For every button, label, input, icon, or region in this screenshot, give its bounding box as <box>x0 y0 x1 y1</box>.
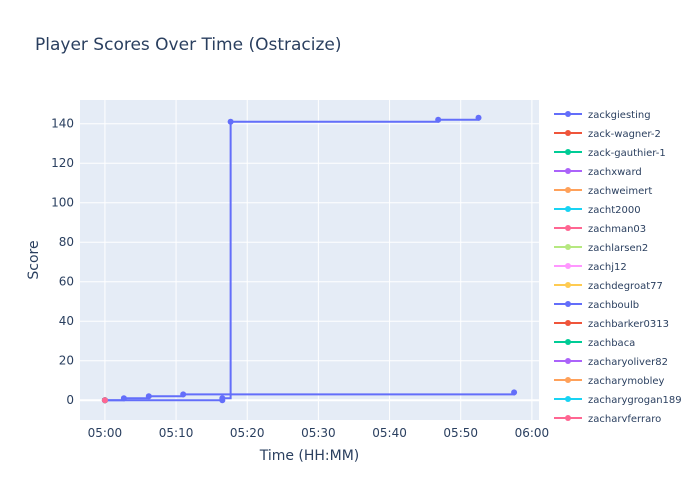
legend-item[interactable]: zacharymobley <box>554 376 665 387</box>
legend-item[interactable]: zachbarker0313 <box>554 319 669 330</box>
legend-marker <box>565 377 571 383</box>
y-axis-title: Score <box>26 240 42 279</box>
series-zacharyferraro <box>101 397 108 404</box>
legend-label: zachman03 <box>588 224 646 235</box>
legend-label: zacharygrogan189 <box>588 395 682 406</box>
legend-label: zachj12 <box>588 262 627 273</box>
legend-label: zacharymobley <box>588 376 665 387</box>
data-point[interactable] <box>511 389 518 396</box>
legend-marker <box>565 111 571 117</box>
data-point[interactable] <box>475 114 482 121</box>
data-point[interactable] <box>219 395 226 402</box>
legend-item[interactable]: zacharyferraro <box>554 414 661 425</box>
x-tick-label: 05:30 <box>301 426 336 440</box>
legend-label: zachbaca <box>588 338 635 349</box>
legend-label: zack-wagner-2 <box>588 129 661 140</box>
plot-area <box>80 100 539 420</box>
x-tick-label: 05:20 <box>230 426 265 440</box>
legend-label: zachdegroat77 <box>588 281 663 292</box>
y-tick-label: 100 <box>51 196 74 210</box>
chart-title: Player Scores Over Time (Ostracize) <box>35 35 342 55</box>
data-point[interactable] <box>101 397 108 404</box>
legend-item[interactable]: zacharyoliver82 <box>554 357 668 368</box>
legend-marker <box>565 168 571 174</box>
legend-item[interactable]: zachboulb <box>554 300 639 311</box>
x-tick-label: 05:50 <box>443 426 478 440</box>
x-tick-label: 05:10 <box>159 426 194 440</box>
data-point[interactable] <box>227 118 234 125</box>
legend-label: zachxward <box>588 167 642 178</box>
legend-item[interactable]: zacharygrogan189 <box>554 395 682 406</box>
legend-marker <box>565 187 571 193</box>
legend-marker <box>565 282 571 288</box>
legend-marker <box>565 225 571 231</box>
grid-lines <box>80 100 539 420</box>
legend-item[interactable]: zachdegroat77 <box>554 281 663 292</box>
x-tick-label: 05:40 <box>372 426 407 440</box>
x-axis-ticks: 05:00 05:10 05:20 05:30 05:40 05:50 06:00 <box>88 426 550 440</box>
legend-item[interactable]: zachj12 <box>554 262 627 273</box>
legend-item[interactable]: zachweimert <box>554 186 652 197</box>
legend-label: zack-gauthier-1 <box>588 148 666 159</box>
legend-label: zacharyferraro <box>588 414 661 425</box>
legend-item[interactable]: zack-wagner-2 <box>554 129 661 140</box>
data-point[interactable] <box>435 116 442 123</box>
series-zackgiesting <box>101 114 482 404</box>
legend-marker <box>565 149 571 155</box>
data-point[interactable] <box>120 395 127 402</box>
data-point[interactable] <box>145 393 152 400</box>
legend-item[interactable]: zachlarsen2 <box>554 243 648 254</box>
legend-marker <box>565 339 571 345</box>
legend-item[interactable]: zachbaca <box>554 338 635 349</box>
legend[interactable]: zackgiesting zack-wagner-2 zack-gauthier-1… <box>554 110 682 425</box>
legend-marker <box>565 396 571 402</box>
legend-marker <box>565 130 571 136</box>
y-tick-label: 20 <box>59 354 74 368</box>
y-tick-label: 40 <box>59 314 74 328</box>
legend-marker <box>565 244 571 250</box>
legend-marker <box>565 358 571 364</box>
y-axis-ticks: 0 20 40 60 80 100 120 140 <box>51 117 74 408</box>
legend-marker <box>565 301 571 307</box>
legend-item[interactable]: zackgiesting <box>554 110 651 121</box>
legend-label: zacht2000 <box>588 205 641 216</box>
legend-label: zachbarker0313 <box>588 319 669 330</box>
legend-item[interactable]: zack-gauthier-1 <box>554 148 666 159</box>
x-axis-title: Time (HH:MM) <box>259 448 360 464</box>
legend-label: zacharyoliver82 <box>588 357 668 368</box>
legend-label: zachboulb <box>588 300 639 311</box>
data-point[interactable] <box>180 391 187 398</box>
legend-item[interactable]: zacht2000 <box>554 205 641 216</box>
legend-item[interactable]: zachxward <box>554 167 642 178</box>
x-tick-label: 06:00 <box>515 426 550 440</box>
y-tick-label: 0 <box>66 393 74 407</box>
legend-marker <box>565 263 571 269</box>
legend-marker <box>565 206 571 212</box>
legend-marker <box>565 415 571 421</box>
legend-item[interactable]: zachman03 <box>554 224 646 235</box>
legend-label: zackgiesting <box>588 110 651 121</box>
series-layer <box>101 114 518 404</box>
legend-label: zachweimert <box>588 186 652 197</box>
y-tick-label: 140 <box>51 117 74 131</box>
legend-marker <box>565 320 571 326</box>
legend-label: zachlarsen2 <box>588 243 648 254</box>
x-tick-label: 05:00 <box>88 426 123 440</box>
y-tick-label: 120 <box>51 156 74 170</box>
y-tick-label: 80 <box>59 235 74 249</box>
y-tick-label: 60 <box>59 275 74 289</box>
